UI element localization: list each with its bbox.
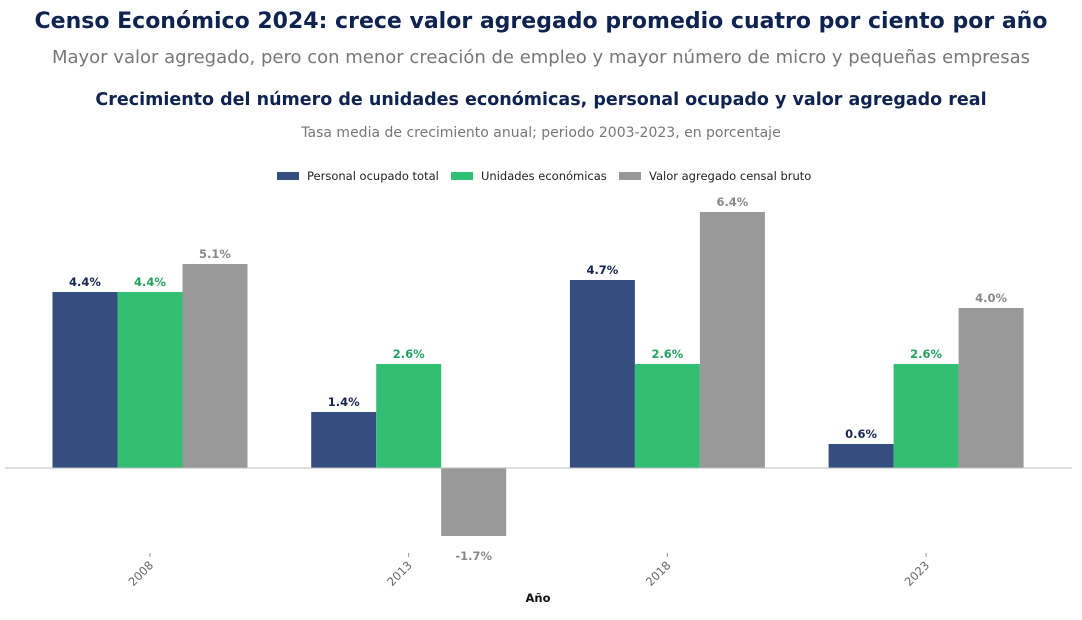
- bar: [311, 412, 377, 468]
- data-label: 1.4%: [328, 395, 360, 409]
- chart-subtitle: Tasa media de crecimiento anual; periodo…: [301, 125, 781, 141]
- data-label: 4.7%: [586, 263, 618, 277]
- x-tick-label: 2023: [902, 558, 933, 589]
- legend-swatch: [451, 172, 473, 180]
- bar: [376, 364, 442, 468]
- x-tick-label: 2013: [384, 558, 415, 589]
- legend-label: Personal ocupado total: [307, 169, 439, 183]
- legend-swatch: [619, 172, 641, 180]
- chart-title: Crecimiento del número de unidades econó…: [95, 90, 987, 110]
- data-label: 6.4%: [716, 195, 748, 209]
- bar: [634, 364, 700, 468]
- data-label: 4.0%: [975, 291, 1007, 305]
- bar: [117, 292, 183, 468]
- bar: [182, 264, 248, 468]
- data-label: 4.4%: [69, 275, 101, 289]
- bar: [828, 444, 894, 468]
- page-title: Censo Económico 2024: crece valor agrega…: [34, 9, 1048, 34]
- x-tick-label: 2018: [643, 558, 674, 589]
- data-label: -1.7%: [455, 549, 492, 563]
- bar: [441, 468, 507, 536]
- x-tick-label: 2008: [126, 558, 157, 589]
- page-subtitle: Mayor valor agregado, pero con menor cre…: [51, 47, 1031, 68]
- data-label: 2.6%: [651, 347, 683, 361]
- x-axis-label: Año: [526, 591, 551, 605]
- bar: [569, 280, 635, 468]
- legend-swatch: [277, 172, 299, 180]
- legend-label: Unidades económicas: [481, 169, 607, 183]
- bar: [958, 308, 1024, 468]
- data-label: 0.6%: [845, 427, 877, 441]
- data-label: 2.6%: [393, 347, 425, 361]
- bar: [699, 212, 765, 468]
- bar: [52, 292, 118, 468]
- legend-label: Valor agregado censal bruto: [649, 169, 811, 183]
- data-label: 4.4%: [134, 275, 166, 289]
- data-label: 2.6%: [910, 347, 942, 361]
- bar: [893, 364, 959, 468]
- data-label: 5.1%: [199, 247, 231, 261]
